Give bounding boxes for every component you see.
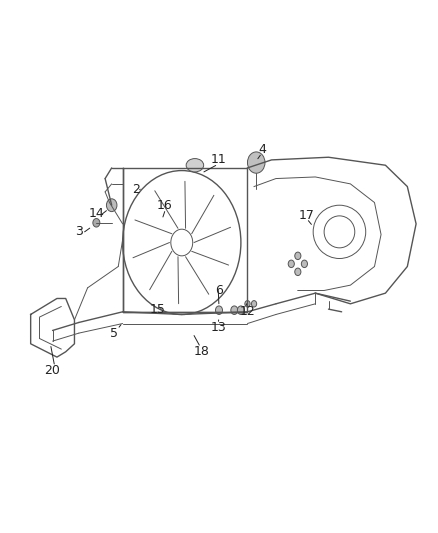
Circle shape <box>295 252 301 260</box>
Text: 4: 4 <box>259 143 267 156</box>
Text: 12: 12 <box>240 305 255 318</box>
Circle shape <box>237 306 244 314</box>
Text: 16: 16 <box>156 199 172 212</box>
Ellipse shape <box>186 158 204 172</box>
Circle shape <box>215 306 223 314</box>
Text: 2: 2 <box>132 183 140 196</box>
Text: 5: 5 <box>110 327 118 340</box>
Circle shape <box>288 260 294 268</box>
Text: 13: 13 <box>211 321 227 334</box>
Circle shape <box>295 268 301 276</box>
Text: 14: 14 <box>88 207 104 220</box>
Circle shape <box>251 301 257 307</box>
Text: 17: 17 <box>299 209 314 222</box>
Text: 11: 11 <box>211 154 227 166</box>
Text: 15: 15 <box>150 303 166 316</box>
Circle shape <box>93 219 100 227</box>
Circle shape <box>247 152 265 173</box>
Circle shape <box>231 306 238 314</box>
Text: 20: 20 <box>45 364 60 377</box>
Circle shape <box>245 301 250 307</box>
Circle shape <box>106 199 117 212</box>
Circle shape <box>301 260 307 268</box>
Text: 6: 6 <box>215 284 223 297</box>
Text: 18: 18 <box>194 345 209 358</box>
Text: 3: 3 <box>75 225 83 238</box>
